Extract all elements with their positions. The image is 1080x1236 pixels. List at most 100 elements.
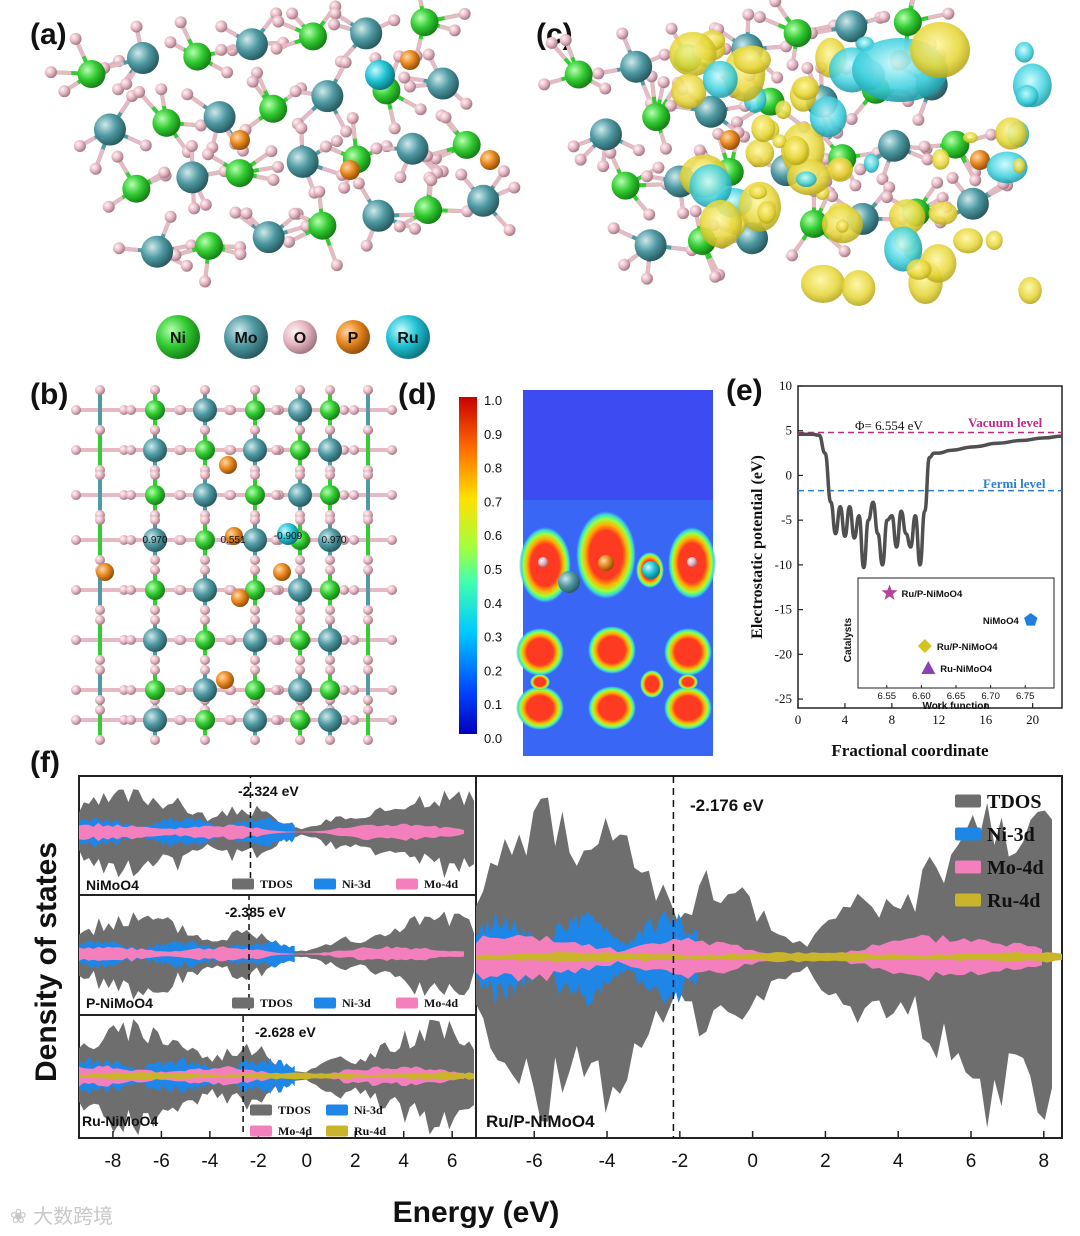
ni-atom — [225, 159, 254, 188]
panel-label-a: (a) — [30, 18, 67, 51]
inset-x-tick-label: 6.65 — [947, 691, 966, 702]
oxygen-atom — [250, 555, 260, 565]
colorbar-tick-label: 0.1 — [484, 697, 502, 712]
phosphorus-atom — [225, 527, 243, 545]
ni-atom — [410, 8, 439, 37]
ni-atom — [290, 440, 310, 460]
oxygen-atom — [387, 585, 397, 595]
x-tick-label: -4 — [599, 1151, 616, 1172]
oxygen-atom — [404, 80, 417, 93]
bond — [418, 0, 424, 7]
legend-swatch-o — [283, 320, 317, 354]
oxygen-atom — [969, 174, 982, 187]
mo-atom — [878, 129, 911, 162]
panel-label-b: (b) — [30, 378, 69, 411]
oxygen-atom — [58, 85, 71, 98]
oxygen-atom — [339, 405, 349, 415]
oxygen-atom — [295, 470, 305, 480]
oxygen-atom — [349, 405, 359, 415]
oxygen-atom — [201, 148, 214, 161]
oxygen-atom — [126, 405, 136, 415]
oxygen-atom — [387, 405, 397, 415]
legend-swatch-tdos — [232, 997, 254, 1009]
oxygen-atom — [95, 615, 105, 625]
oxygen-atom — [363, 695, 373, 705]
mo-4d-area — [79, 822, 464, 841]
mo-atom — [318, 708, 342, 732]
legend-label: Mo-4d — [987, 857, 1044, 879]
mo-atom — [956, 187, 989, 220]
oxygen-atom — [185, 139, 198, 152]
inset-marker-triangle — [921, 661, 936, 674]
phosphorus-atom — [231, 589, 249, 607]
oxygen-atom — [111, 150, 124, 163]
inset-x-tick-label: 6.55 — [878, 691, 897, 702]
oxygen-atom — [618, 258, 631, 271]
oxygen-atom — [240, 207, 253, 220]
ni-atom — [245, 400, 265, 420]
mo-atom — [243, 628, 267, 652]
oxygen-atom — [95, 665, 105, 675]
oxygen-atom — [295, 555, 305, 565]
watermark-text: 大数跨境 — [33, 1204, 114, 1228]
colorbar — [459, 397, 477, 734]
legend-swatch-tdos — [232, 878, 254, 890]
ni-atom — [195, 630, 215, 650]
ni-atom — [320, 680, 340, 700]
oxygen-atom — [693, 144, 706, 157]
ni-atom — [414, 196, 443, 225]
legend-swatch-tdos — [955, 794, 981, 808]
charge-accumulation-lobe — [985, 230, 1003, 251]
oxygen-atom — [71, 585, 81, 595]
mo-atom — [318, 528, 342, 552]
oxygen-atom — [271, 490, 281, 500]
charge-depletion-lobe — [702, 60, 738, 98]
oxygen-atom — [126, 445, 136, 455]
oxygen-atom — [448, 24, 461, 37]
dos-legends: TDOS Ni-3d Mo-4d TDOS Ni-3d Mo-4d TDOS Ni-3d Mo-… — [232, 791, 1044, 1138]
x-tick-label: 20 — [1026, 712, 1039, 727]
oxygen-atom — [226, 715, 236, 725]
legend-swatch-mo-4d — [396, 997, 418, 1009]
mo-atom — [193, 483, 217, 507]
oxygen-atom — [607, 222, 620, 235]
elf-blob — [516, 628, 564, 676]
oxygen-atom — [339, 56, 352, 69]
colorbar-tick-label: 0.6 — [484, 528, 502, 543]
mo-atom — [288, 578, 312, 602]
mo-atom — [193, 578, 217, 602]
oxygen-atom — [398, 71, 411, 84]
oxygen-atom — [643, 208, 656, 221]
x-axis-label: Fractional coordinate — [831, 741, 989, 760]
ni-atom — [642, 103, 671, 132]
oxygen-atom — [931, 176, 944, 189]
mo-atom — [141, 235, 174, 268]
mo-atom — [396, 132, 429, 165]
oxygen-atom — [883, 181, 896, 194]
charge-depletion-lobe — [689, 164, 732, 208]
oxygen-atom — [226, 490, 236, 500]
mo-atom — [243, 528, 267, 552]
oxygen-atom — [295, 605, 305, 615]
oxygen-atom — [349, 715, 359, 725]
charge-accumulation-lobe — [699, 199, 743, 248]
x-tick-label: 12 — [932, 712, 945, 727]
phosphorus-atom — [480, 150, 500, 170]
oxygen-atom — [95, 735, 105, 745]
oxygen-atom — [659, 142, 672, 155]
oxygen-atom — [271, 685, 281, 695]
legend-label: TDOS — [260, 996, 293, 1010]
oxygen-atom — [176, 445, 186, 455]
legend-label: Mo-4d — [424, 877, 458, 891]
legend-swatch-ru-4d — [326, 1125, 348, 1137]
charge-depletion-lobe — [809, 96, 847, 138]
oxygen-atom — [102, 200, 115, 213]
oxygen-atom — [200, 655, 210, 665]
charge-depletion-lobe — [884, 226, 923, 272]
oxygen-atom — [599, 82, 612, 95]
mo-atom — [235, 28, 268, 61]
inset-marker-star — [881, 584, 898, 600]
crystal-structure-a — [44, 0, 521, 288]
mo-atom — [288, 398, 312, 422]
ni-atom — [893, 8, 922, 37]
